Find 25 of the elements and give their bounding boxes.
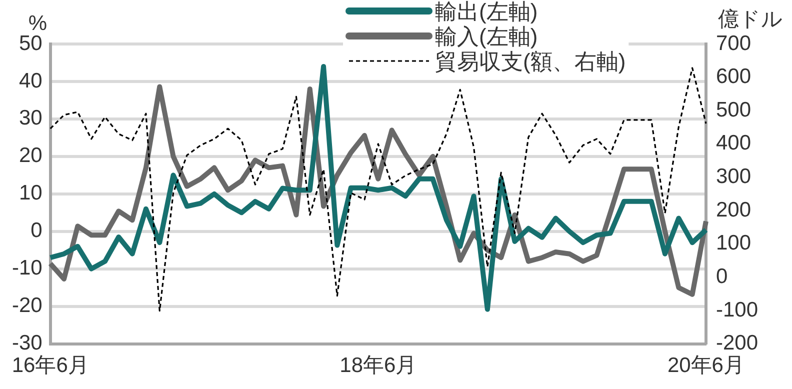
legend-label: 輸入(左軸) (435, 24, 538, 50)
y-tick-label: 30 (18, 106, 42, 130)
y-tick-label: -10 (12, 256, 42, 280)
y-tick-label: 20 (18, 144, 42, 168)
y2-tick-label: 300 (716, 165, 752, 188)
y-tick-label: 0 (30, 219, 42, 242)
y2-tick-label: 200 (716, 198, 752, 222)
x-tick-label: 20年6月 (667, 354, 744, 378)
y2-tick-label: 400 (716, 132, 752, 155)
y2-tick-label: -200 (716, 332, 758, 355)
y-tick-label: -20 (12, 294, 42, 318)
y-tick-label: -30 (12, 332, 42, 355)
y2-tick-label: 100 (716, 232, 752, 255)
legend-label: 輸出(左軸) (435, 0, 538, 24)
y2-tick-label: 0 (716, 264, 728, 288)
y2-tick-label: 600 (716, 65, 752, 88)
y-tick-label: 40 (18, 69, 42, 92)
legend-label: 貿易収支(額、右軸) (435, 49, 626, 74)
y-tick-label: 10 (18, 182, 42, 205)
x-tick-label: 16年6月 (12, 354, 89, 378)
x-tick-label: 18年6月 (340, 354, 417, 378)
y2-axis-title: 億ドル (718, 8, 783, 31)
y2-tick-label: 500 (716, 98, 752, 122)
y2-tick-label: -100 (716, 298, 758, 322)
y2-tick-label: 700 (716, 32, 752, 55)
